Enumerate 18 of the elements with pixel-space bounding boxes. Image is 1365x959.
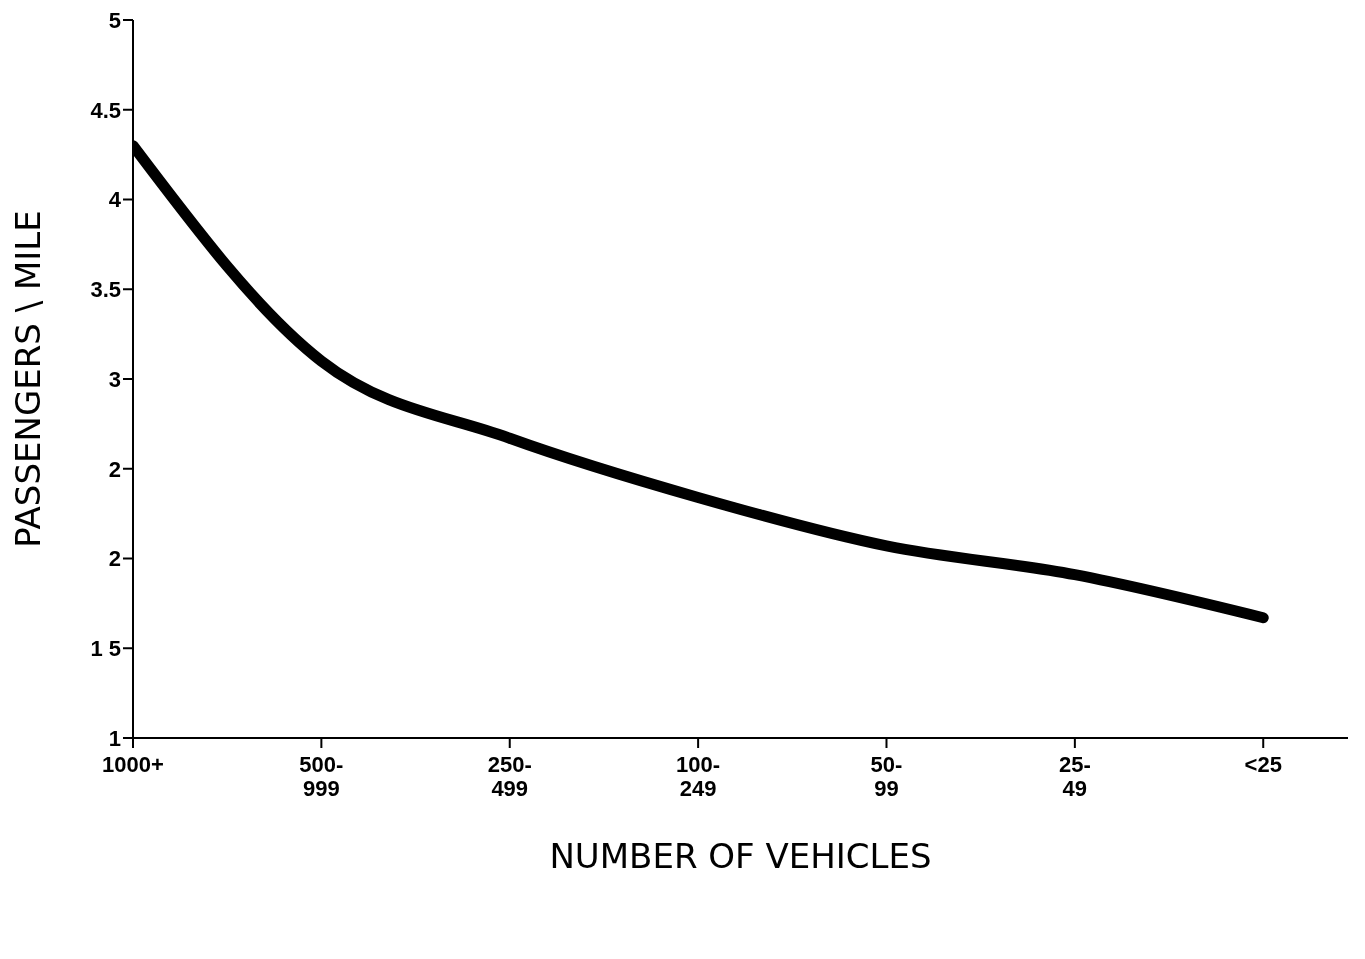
x-tick-label: <25 [1244, 752, 1282, 777]
y-tick-label: 1 [108, 725, 121, 751]
y-tick-label: 1 5 [90, 636, 121, 662]
y-tick-label: 4.5 [90, 97, 121, 123]
y-tick-label: 5 [108, 7, 121, 33]
y-tick-label: 3.5 [90, 277, 121, 303]
x-tick-label: 500- 999 [299, 752, 344, 801]
x-tick-label: 50- 99 [870, 752, 903, 801]
x-tick-label: 1000+ [102, 752, 164, 777]
y-tick-label: 3 [108, 366, 121, 392]
y-axis-title: PASSENGERS \ MILE [8, 210, 49, 548]
x-tick-label: 250- 499 [487, 752, 532, 801]
x-axis-title: NUMBER OF VEHICLES [549, 836, 932, 876]
y-tick-label: 4 [108, 187, 122, 213]
y-tick-label: 2 [108, 546, 121, 572]
y-tick-label: 2 [108, 456, 121, 482]
x-tick-label: 100- 249 [676, 752, 721, 801]
x-tick-label: 25- 49 [1058, 752, 1091, 801]
